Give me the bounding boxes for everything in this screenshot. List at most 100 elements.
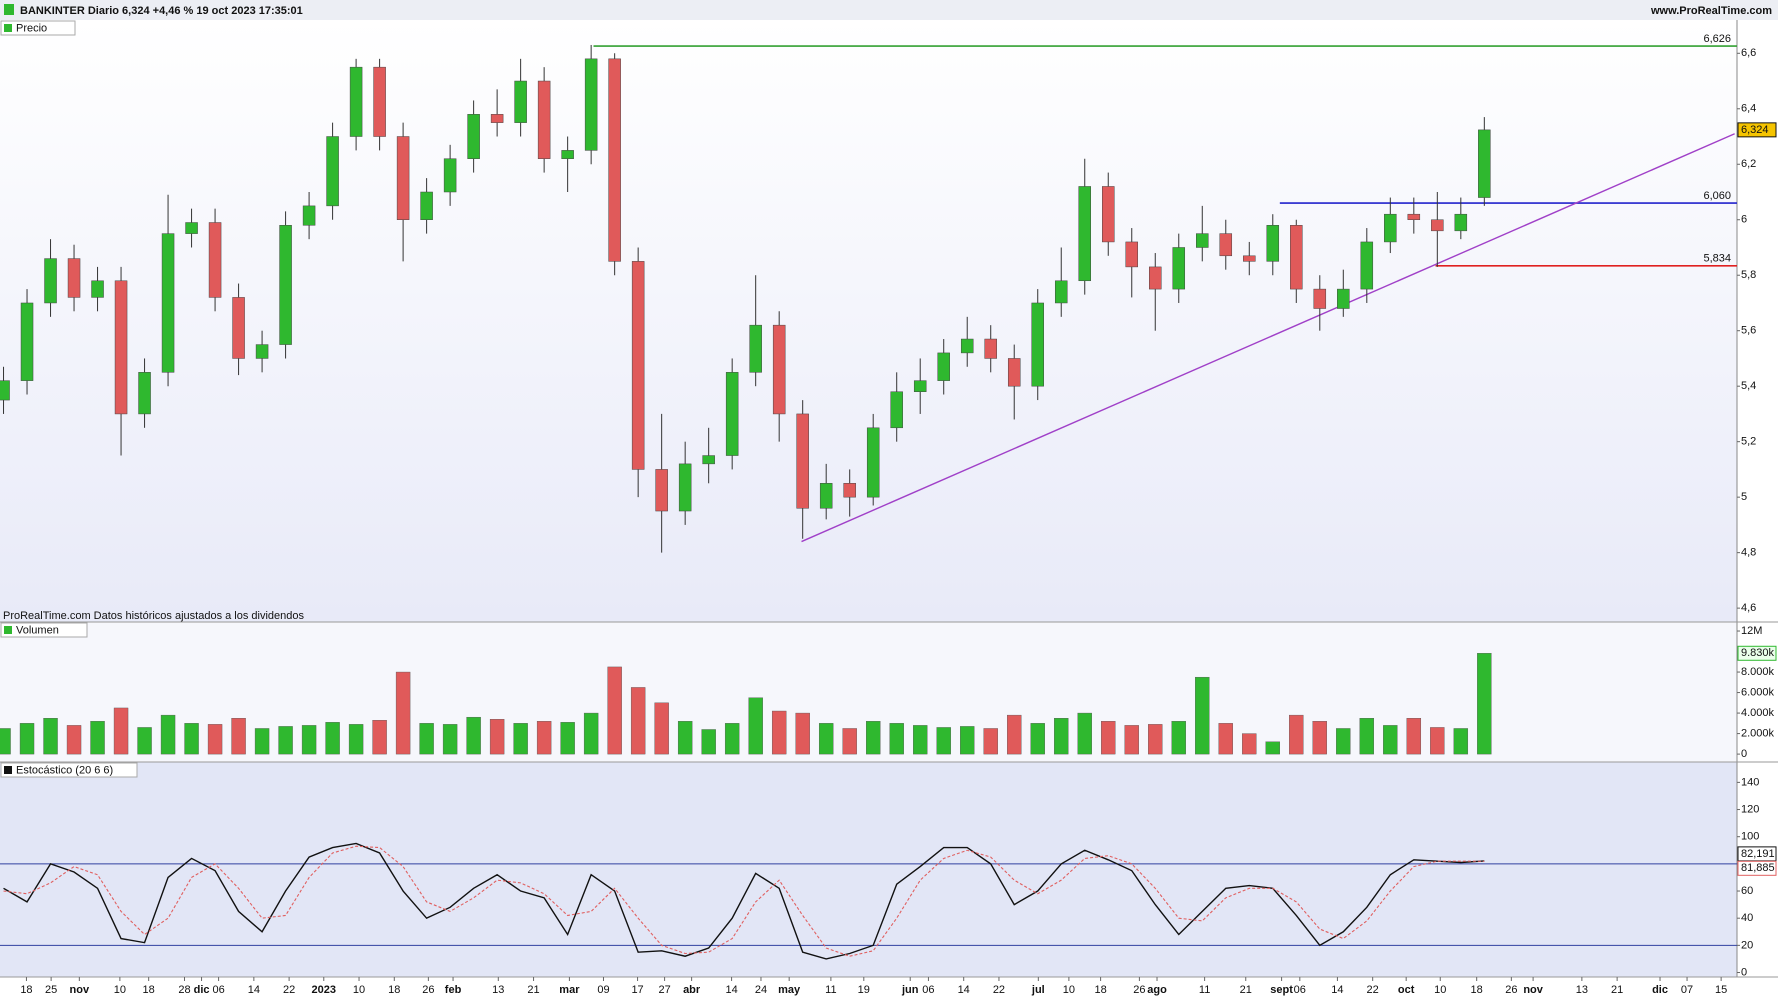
candle-body — [208, 222, 222, 298]
x-tick-label: 26 — [1133, 984, 1145, 996]
volume-bar — [231, 718, 246, 755]
y-tick-label: 5,8 — [1741, 269, 1756, 281]
header-site[interactable]: www.ProRealTime.com — [1650, 5, 1772, 17]
last-value-label: 82,191 — [1741, 848, 1775, 860]
x-tick-label: abr — [683, 984, 701, 996]
x-tick-label: 22 — [993, 984, 1005, 996]
volume-bar — [960, 726, 975, 755]
x-tick-label: dic — [1652, 984, 1668, 996]
x-tick-label: 22 — [1367, 984, 1379, 996]
level-label: 6,626 — [1703, 33, 1731, 45]
x-tick-label: 10 — [353, 984, 365, 996]
volume-bar — [513, 723, 528, 755]
volume-bar — [1007, 714, 1022, 755]
candle-body — [1031, 302, 1044, 387]
x-tick-label: 26 — [422, 984, 434, 996]
volume-bar — [372, 720, 387, 755]
candle-body — [584, 58, 598, 151]
candle-body — [326, 136, 339, 207]
pane-label[interactable]: Estocástico (20 6 6) — [0, 762, 138, 778]
pane-label[interactable]: Volumen — [0, 622, 88, 638]
candle-body — [1125, 241, 1139, 268]
y-tick-label: 120 — [1741, 803, 1759, 815]
volume-bar — [795, 712, 810, 755]
level-label: 6,060 — [1703, 190, 1731, 202]
candle-body — [1431, 219, 1444, 232]
x-tick-label: 14 — [1331, 984, 1343, 996]
candle-body — [1101, 186, 1115, 243]
y-tick-label: 6.000k — [1741, 686, 1775, 698]
candle-body — [514, 80, 527, 123]
candle-body — [1384, 213, 1397, 243]
x-tick-label: 14 — [725, 984, 737, 996]
candle-body — [138, 372, 151, 415]
last-value-label: 6,324 — [1741, 124, 1769, 136]
stochastic-pane — [0, 762, 1737, 977]
y-tick-label: 2.000k — [1741, 727, 1775, 739]
x-tick-label: nov — [1523, 984, 1543, 996]
x-tick-label: 18 — [143, 984, 155, 996]
volume-bar — [1289, 714, 1304, 755]
x-tick-label: 13 — [1576, 984, 1588, 996]
candle-body — [1078, 186, 1091, 282]
candle-body — [984, 338, 997, 359]
candle-body — [1266, 225, 1280, 262]
candle-body — [772, 324, 786, 415]
volume-bar — [748, 697, 763, 755]
y-tick-label: 100 — [1741, 831, 1759, 843]
volume-bar — [889, 723, 904, 755]
volume-bar — [1430, 727, 1445, 755]
volume-bar — [1171, 721, 1186, 755]
volume-bar — [137, 727, 152, 755]
volume-bar — [1383, 725, 1398, 755]
volume-bar — [395, 671, 411, 755]
x-tick-label: 18 — [388, 984, 400, 996]
candle-body — [843, 483, 856, 498]
volume-bar — [1312, 721, 1327, 755]
pane-label[interactable]: Precio — [0, 20, 76, 36]
candle-body — [255, 344, 269, 359]
y-tick-label: 12M — [1741, 625, 1762, 637]
volume-bar — [1477, 653, 1492, 755]
y-tick-label: 6 — [1741, 214, 1747, 226]
level-label: 5,834 — [1703, 253, 1731, 265]
volume-bar — [1336, 728, 1351, 755]
candle-body — [91, 280, 104, 298]
volume-bar — [43, 718, 58, 755]
candle-body — [467, 114, 480, 159]
volume-bar — [325, 722, 340, 755]
y-tick-label: 8.000k — [1741, 666, 1775, 678]
volume-bar — [607, 666, 622, 755]
volume-bar — [583, 712, 599, 755]
y-tick-label: 5,6 — [1741, 325, 1756, 337]
candle-body — [279, 225, 292, 345]
candle-body — [67, 258, 81, 298]
x-tick-label: 14 — [248, 984, 260, 996]
x-tick-label: 27 — [658, 984, 670, 996]
x-tick-label: 21 — [1611, 984, 1623, 996]
volume-bar — [66, 725, 82, 755]
candle-body — [937, 352, 950, 381]
header-title: BANKINTER Diario 6,324 +4,46 % 19 oct 20… — [20, 5, 303, 17]
x-tick-label: 07 — [1681, 984, 1693, 996]
x-tick-label: 28 — [178, 984, 190, 996]
candle-body — [890, 391, 903, 429]
x-tick-label: 2023 — [312, 984, 336, 996]
candle-body — [1360, 241, 1374, 290]
x-tick-label: 10 — [1434, 984, 1446, 996]
last-value-box — [1737, 122, 1777, 138]
volume-bar — [842, 728, 857, 755]
volume-bar — [560, 722, 575, 755]
volume-bar — [278, 726, 293, 755]
footnote: ProRealTime.com Datos históricos ajustad… — [3, 610, 305, 622]
x-tick-label: dic — [194, 984, 210, 996]
candle-body — [1196, 233, 1209, 248]
candle-body — [678, 463, 692, 512]
candle-body — [702, 455, 715, 465]
y-tick-label: 6,2 — [1741, 158, 1756, 170]
candle-body — [443, 158, 457, 193]
x-tick-label: nov — [70, 984, 90, 996]
x-tick-label: 21 — [527, 984, 539, 996]
